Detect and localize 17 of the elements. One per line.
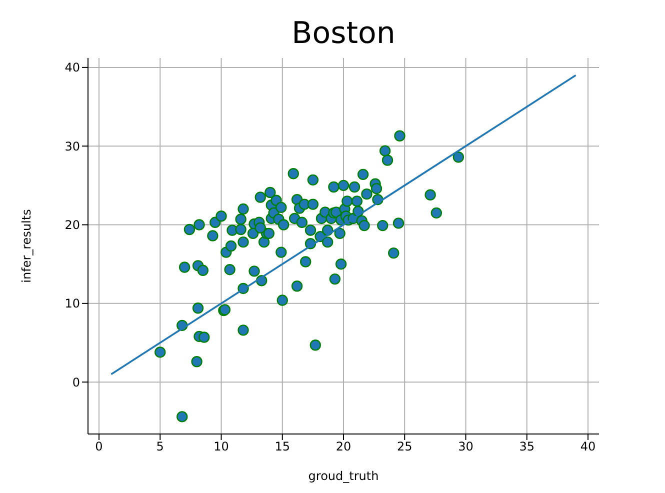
chart-title: Boston — [290, 16, 396, 51]
x-tick-label: 0 — [95, 440, 103, 454]
y-axis-title: infer_results — [19, 209, 34, 283]
x-tick-label: 5 — [156, 440, 164, 454]
y-tick-label: 30 — [64, 139, 80, 154]
x-tick-label: 35 — [519, 440, 535, 454]
y-tick-label: 20 — [64, 218, 80, 232]
x-tick-label: 40 — [580, 440, 596, 454]
x-tick-label: 25 — [396, 440, 412, 454]
y-tick-label: 10 — [64, 296, 80, 311]
x-tick-label: 10 — [214, 440, 229, 454]
y-tick-label: 40 — [64, 60, 80, 75]
x-axis-title: groud_truth — [308, 469, 379, 483]
y-tick-label: 0 — [72, 375, 80, 390]
x-tick-label: 15 — [274, 440, 290, 454]
x-tick-label: 20 — [336, 440, 352, 454]
x-tick-label: 30 — [458, 440, 474, 454]
